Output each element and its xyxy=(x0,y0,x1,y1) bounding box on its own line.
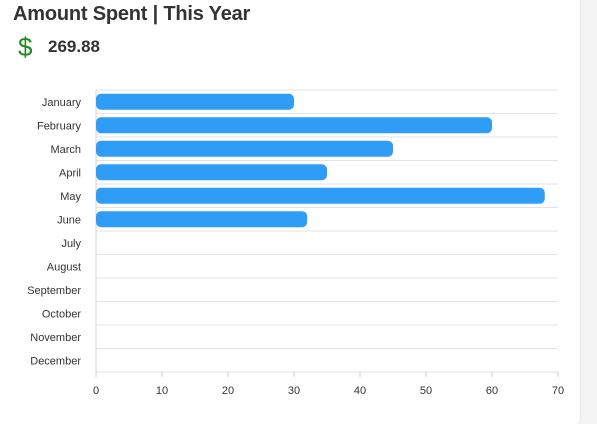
dollar-icon: $ xyxy=(18,32,33,62)
x-tick-label: 10 xyxy=(156,385,168,397)
x-tick-label: 30 xyxy=(288,385,300,397)
y-category-label: May xyxy=(60,191,81,203)
y-category-label: April xyxy=(59,167,81,179)
bar-april xyxy=(96,164,327,181)
x-tick-label: 50 xyxy=(420,385,432,397)
y-category-label: October xyxy=(42,308,81,320)
bar-march xyxy=(96,140,393,157)
y-category-label: February xyxy=(37,120,82,132)
y-category-label: July xyxy=(61,238,81,250)
bar-june xyxy=(96,211,308,228)
amount-value: 269.88 xyxy=(48,37,100,56)
x-tick-label: 60 xyxy=(486,385,498,397)
spend-card: Amount Spent | This Year $ 269.88 0 10 20 3… xyxy=(0,0,581,424)
y-category-label: December xyxy=(30,355,81,367)
x-tick-label: 0 xyxy=(93,385,99,397)
y-category-label: November xyxy=(30,332,81,344)
y-category-label: March xyxy=(50,144,81,156)
y-category-label: August xyxy=(47,261,81,273)
y-category-label: January xyxy=(42,97,82,109)
y-category-label: September xyxy=(27,285,81,297)
bar-may xyxy=(96,187,545,204)
y-category-label: June xyxy=(57,214,81,226)
x-tick-label: 70 xyxy=(552,385,564,397)
x-tick-label: 20 xyxy=(222,385,234,397)
bar-january xyxy=(96,93,294,110)
bar-february xyxy=(96,117,492,134)
card-title: Amount Spent | This Year xyxy=(13,3,251,25)
x-tick-label: 40 xyxy=(354,385,366,397)
